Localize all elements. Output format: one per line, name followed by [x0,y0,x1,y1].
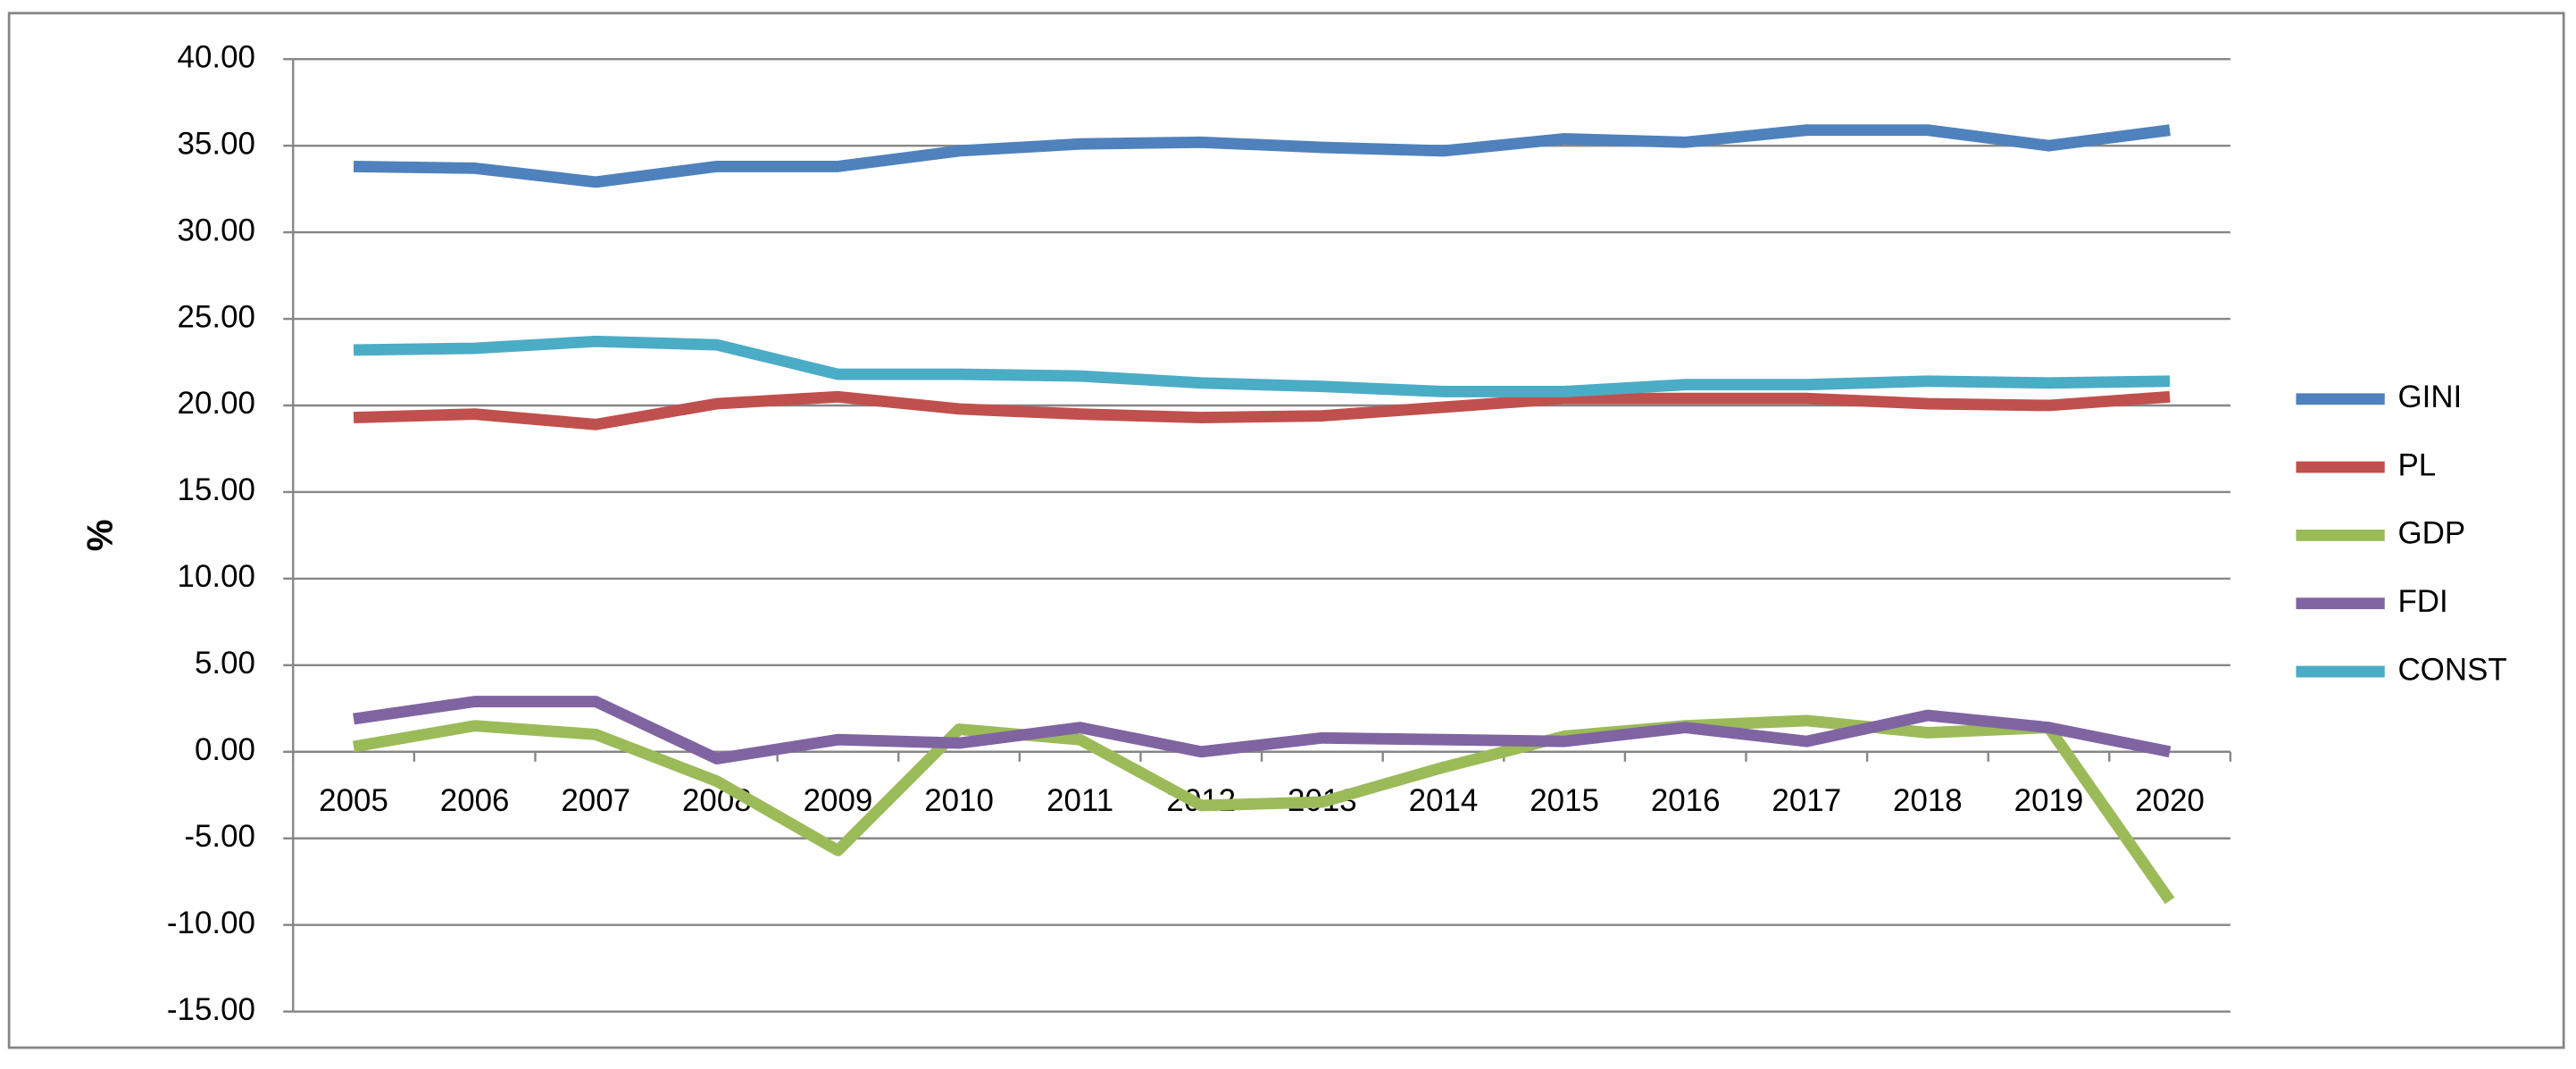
chart-border [7,12,2565,1049]
y-tick-label: 30.00 [178,213,255,247]
legend-label: CONST [2397,652,2506,687]
legend-label: GDP [2397,516,2465,551]
x-tick-label: 2006 [440,783,510,818]
x-tick-label: 2017 [1772,783,1841,818]
y-tick-label: -15.00 [167,992,255,1027]
y-tick-label: 10.00 [178,559,255,594]
y-tick-label: 35.00 [178,126,255,161]
x-tick-label: 2014 [1409,783,1479,818]
legend-label: PL [2397,447,2436,482]
data-line [353,390,2171,430]
data-line [353,696,2172,764]
y-tick-label: 40.00 [178,39,255,74]
x-tick-label: 2009 [804,783,873,818]
x-tick-label: 2016 [1651,783,1721,818]
y-tick-label: -10.00 [167,906,255,940]
y-axis-title: % [79,519,121,551]
x-tick-label: 2005 [319,783,388,818]
y-tick-label: 20.00 [178,386,255,421]
x-tick-label: 2019 [2014,783,2084,818]
y-tick-label: 25.00 [178,299,255,334]
y-tick-label: 0.00 [195,732,255,767]
x-tick-label: 2018 [1893,783,1963,818]
data-line [353,124,2171,188]
legend-label: FDI [2397,584,2447,619]
data-line [353,335,2171,397]
x-tick-label: 2020 [2135,783,2205,818]
y-tick-label: -5.00 [184,819,255,854]
x-tick-label: 2007 [561,783,630,818]
y-tick-label: 15.00 [178,472,255,507]
y-tick-label: 5.00 [195,646,255,681]
x-tick-label: 2011 [1046,783,1113,818]
x-tick-label: 2010 [924,783,994,818]
legend-label: GINI [2397,380,2462,414]
x-tick-label: 2015 [1530,783,1599,818]
